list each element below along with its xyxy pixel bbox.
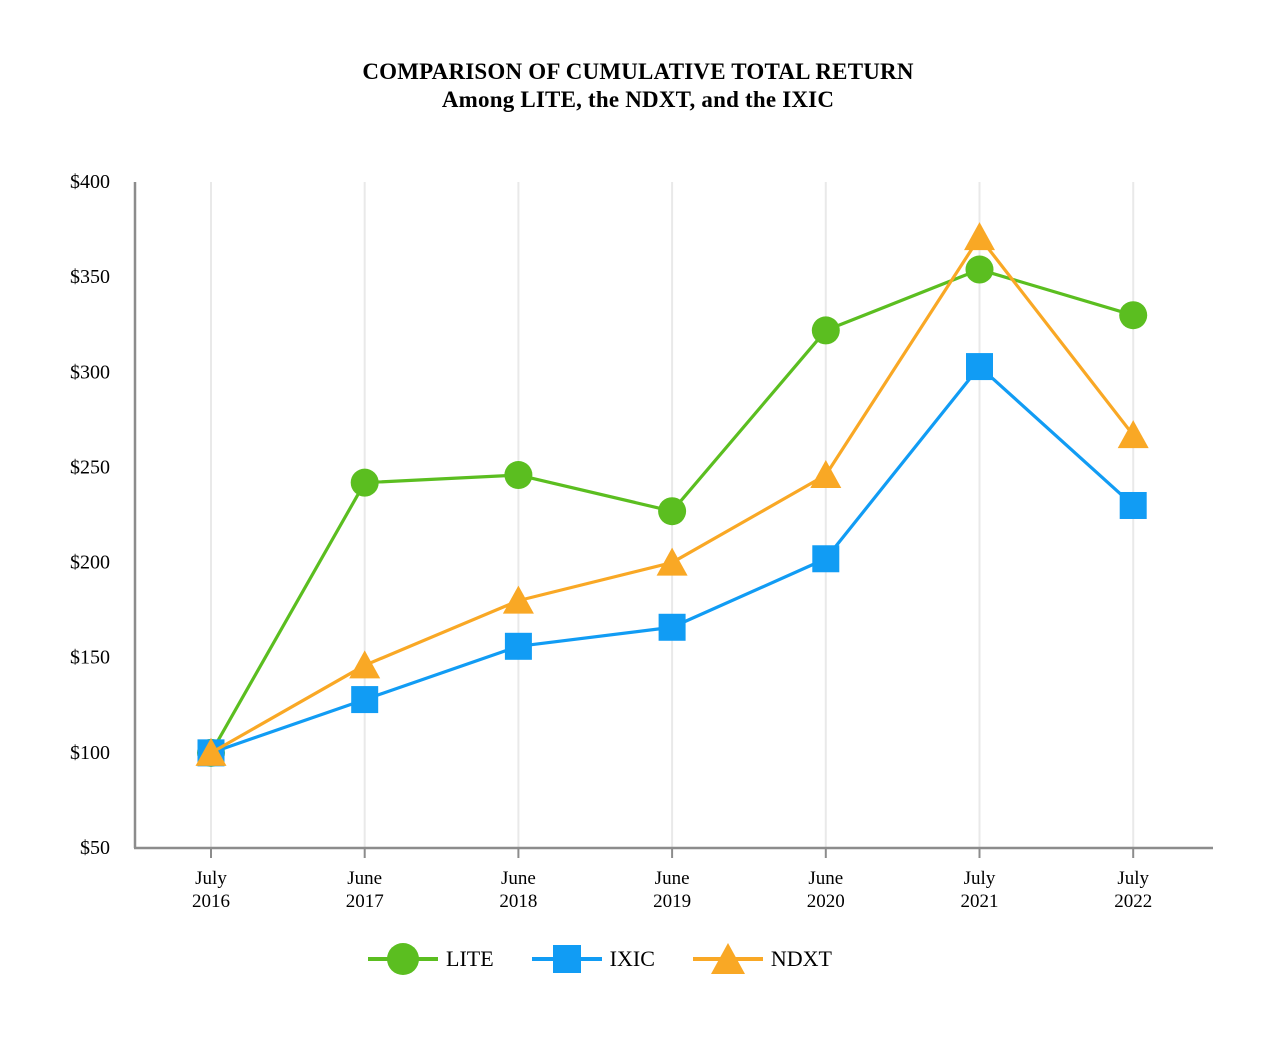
legend-label-lite: LITE xyxy=(446,946,494,971)
lite-data-marker xyxy=(1119,301,1148,330)
lite-data-marker xyxy=(350,468,379,497)
x-tick-label-month: June xyxy=(655,868,690,889)
x-tick-label-month: June xyxy=(501,868,536,889)
ixic-data-marker xyxy=(812,545,840,573)
ndxt-data-marker xyxy=(656,547,688,576)
lite-line-circle-marker-icon xyxy=(368,943,438,975)
legend-label-ndxt: NDXT xyxy=(770,946,832,971)
x-tick-label-year: 2021 xyxy=(961,891,999,912)
y-tick-label: $50 xyxy=(80,837,110,859)
lite-data-marker xyxy=(658,497,687,526)
chart-legend: LITE IXIC NDXT xyxy=(0,942,1276,976)
ixic-data-marker xyxy=(658,613,686,641)
legend-sample-shape xyxy=(710,943,745,974)
x-tick-label-year: 2017 xyxy=(346,891,384,912)
y-tick-label: $200 xyxy=(70,552,110,574)
ndxt-data-marker xyxy=(1117,420,1149,449)
y-tick-label: $150 xyxy=(70,647,110,669)
lite-data-marker xyxy=(504,461,533,490)
chart-title: COMPARISON OF CUMULATIVE TOTAL RETURN Am… xyxy=(0,58,1276,114)
lite-data-marker xyxy=(811,316,840,345)
legend-item-ndxt: NDXT xyxy=(692,942,832,976)
ixic-data-marker xyxy=(1119,491,1147,519)
chart-title-line2: Among LITE, the NDXT, and the IXIC xyxy=(441,87,835,112)
x-tick-label-month: July xyxy=(964,868,996,889)
line-chart-plot: $400$350$300$250$200$150$100$50July2016J… xyxy=(70,171,1213,912)
legend-sample-shape xyxy=(387,943,419,975)
x-tick-label-month: July xyxy=(1117,868,1149,889)
y-tick-label: $250 xyxy=(70,456,110,478)
ndxt-data-marker xyxy=(502,585,534,614)
legend-label-ixic: IXIC xyxy=(609,946,655,971)
ixic-data-marker xyxy=(504,632,532,660)
ndxt-data-marker xyxy=(195,737,227,766)
ndxt-data-marker xyxy=(964,222,995,251)
chart-title-line1: COMPARISON OF CUMULATIVE TOTAL RETURN xyxy=(362,59,914,84)
x-tick-label-month: June xyxy=(347,868,382,889)
legend-item-lite: LITE xyxy=(368,942,494,976)
x-tick-label-month: June xyxy=(808,868,843,889)
lite-data-marker xyxy=(965,255,994,284)
ixic-line-square-marker-icon xyxy=(531,945,602,973)
x-tick-label-year: 2019 xyxy=(653,891,691,912)
ndxt-data-marker xyxy=(349,650,381,679)
x-tick-label-year: 2022 xyxy=(1114,891,1152,912)
legend-sample-shape xyxy=(552,945,581,973)
ndxt-data-marker xyxy=(810,460,842,489)
x-tick-label-year: 2016 xyxy=(192,891,230,912)
ixic-data-marker xyxy=(351,686,379,714)
y-tick-label: $100 xyxy=(70,742,110,764)
x-tick-label-year: 2020 xyxy=(807,891,845,912)
y-tick-label: $350 xyxy=(70,266,110,288)
ndxt-line-triangle-marker-icon xyxy=(692,943,763,974)
y-tick-label: $400 xyxy=(70,171,110,193)
legend-item-ixic: IXIC xyxy=(531,942,655,976)
x-tick-label-year: 2018 xyxy=(499,891,537,912)
ixic-data-marker xyxy=(966,353,993,381)
x-tick-label-month: July xyxy=(195,868,227,889)
y-tick-label: $300 xyxy=(70,361,110,383)
